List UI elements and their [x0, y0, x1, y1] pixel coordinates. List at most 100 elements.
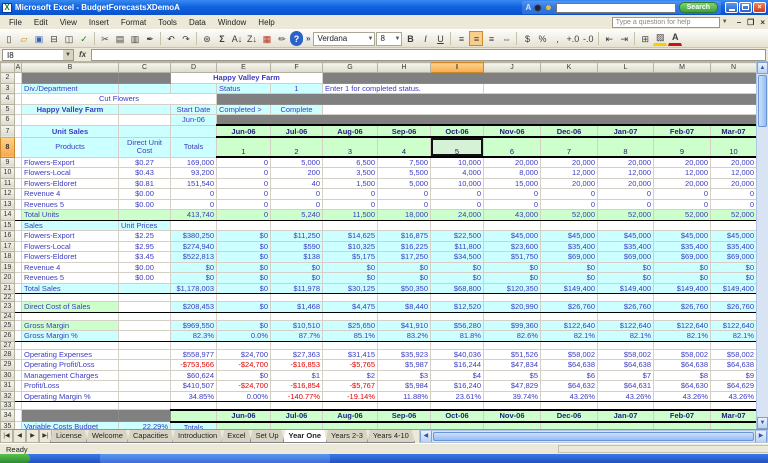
comma-icon[interactable]: , — [556, 34, 559, 44]
name-box[interactable]: I8 ▼ — [2, 48, 74, 61]
cell[interactable] — [322, 401, 378, 410]
cell[interactable]: 7,500 — [377, 157, 431, 168]
cell[interactable]: Sep-06 — [377, 408, 431, 423]
cell[interactable]: 43.26% — [597, 391, 654, 402]
cell[interactable]: 3,500 — [322, 167, 378, 179]
cell[interactable] — [270, 293, 323, 302]
cell[interactable]: 20,000 — [710, 157, 757, 168]
cell[interactable]: 12,000 — [653, 167, 711, 179]
help-icon[interactable]: ? — [290, 31, 303, 46]
cell[interactable]: Gross Margin % — [21, 330, 119, 342]
cell[interactable]: 0 — [322, 188, 378, 200]
cell[interactable] — [216, 114, 757, 126]
column-header-C[interactable]: C — [118, 62, 171, 73]
row-header-8[interactable]: 8 — [0, 136, 15, 158]
align-left-icon[interactable]: ≡ — [458, 34, 465, 44]
cell[interactable]: Start Date — [170, 104, 217, 115]
cell[interactable]: 3 — [322, 137, 378, 158]
cell[interactable] — [322, 104, 757, 115]
cell[interactable]: Totals — [170, 421, 217, 429]
cell[interactable]: 82.1% — [540, 330, 598, 342]
cell[interactable]: $26,760 — [540, 301, 598, 313]
cell[interactable]: $3 — [377, 370, 431, 381]
cell[interactable]: $122,640 — [597, 319, 654, 331]
row-header-18[interactable]: 18 — [0, 251, 15, 263]
cell[interactable]: 4 — [377, 137, 431, 158]
cell[interactable] — [170, 312, 217, 321]
cell[interactable]: 0 — [270, 199, 323, 210]
cell[interactable]: $47,834 — [483, 359, 541, 371]
cell[interactable]: 6,500 — [322, 157, 378, 168]
cell[interactable]: 20,000 — [653, 157, 711, 168]
cell[interactable]: 85.1% — [322, 330, 378, 342]
cut-icon[interactable]: ✂ — [101, 34, 109, 44]
cell[interactable] — [540, 312, 598, 321]
cell[interactable]: $11,978 — [270, 282, 323, 294]
cell[interactable] — [14, 421, 22, 429]
underline-icon[interactable]: U — [437, 34, 444, 44]
cell[interactable]: Variable Costs Budget — [21, 421, 119, 429]
cell[interactable]: 20,000 — [483, 157, 541, 168]
cell[interactable]: $64,638 — [540, 359, 598, 371]
cell[interactable]: $58,002 — [653, 348, 711, 360]
cell[interactable]: $17,250 — [377, 251, 431, 263]
cell[interactable] — [540, 220, 598, 231]
cell[interactable] — [216, 421, 271, 429]
save-icon[interactable]: ▣ — [34, 34, 44, 44]
cell[interactable]: $35,400 — [653, 241, 711, 252]
cell[interactable] — [540, 401, 598, 410]
cell[interactable]: $0 — [216, 370, 271, 381]
cell[interactable]: 4,000 — [430, 167, 484, 179]
cell[interactable]: 413,740 — [170, 209, 217, 221]
cell[interactable]: Cut Flowers — [21, 93, 217, 105]
cell[interactable] — [597, 293, 654, 302]
cell[interactable]: 0 — [540, 188, 598, 200]
workbook-restore-button[interactable]: ❒ — [747, 17, 755, 27]
cell[interactable]: Revenue 4 — [21, 188, 119, 200]
cell[interactable]: 20,000 — [597, 157, 654, 168]
fill-color-icon[interactable]: ▨ — [653, 31, 668, 46]
menu-data[interactable]: Data — [188, 17, 206, 27]
cell[interactable]: 0 — [377, 188, 431, 200]
cell[interactable]: 200 — [270, 167, 323, 179]
cell[interactable]: $149,400 — [597, 282, 654, 294]
sheet-tab-years-4-10[interactable]: Years 4-10 — [367, 430, 415, 443]
cell[interactable] — [170, 293, 217, 302]
row-header-10[interactable]: 10 — [0, 167, 15, 179]
cell[interactable]: 12,000 — [540, 167, 598, 179]
cell[interactable] — [14, 178, 22, 189]
cell[interactable] — [14, 93, 22, 105]
cell[interactable] — [710, 312, 757, 321]
cell[interactable]: 2 — [270, 137, 323, 158]
cell[interactable] — [377, 293, 431, 302]
cell[interactable]: Dec-06 — [540, 408, 598, 423]
cell[interactable]: $1,468 — [270, 301, 323, 313]
cell[interactable] — [21, 114, 119, 126]
cell[interactable] — [14, 72, 22, 84]
cell[interactable]: $4 — [430, 370, 484, 381]
cell[interactable] — [14, 83, 22, 94]
cell[interactable]: $11,250 — [270, 230, 323, 242]
cell[interactable]: 82.1% — [710, 330, 757, 342]
cell[interactable]: Jul-06 — [270, 124, 323, 138]
horizontal-scrollbar[interactable]: ◀ ▶ — [418, 430, 768, 443]
cell[interactable]: $969,550 — [170, 319, 217, 331]
row-header-20[interactable]: 20 — [0, 272, 15, 284]
cell[interactable] — [21, 312, 119, 321]
restore-button[interactable] — [739, 2, 752, 13]
cell[interactable]: Revenues 5 — [21, 272, 119, 284]
cell[interactable] — [118, 319, 171, 331]
cell[interactable] — [14, 125, 22, 138]
messenger-icon[interactable]: A — [525, 3, 532, 12]
cell[interactable] — [322, 293, 378, 302]
sheet-tab-license[interactable]: License — [50, 430, 88, 443]
cell[interactable] — [118, 301, 171, 313]
row-header-26[interactable]: 26 — [0, 330, 15, 342]
decrease-indent-icon[interactable]: ⇤ — [605, 34, 613, 44]
cell[interactable] — [118, 293, 171, 302]
cell[interactable]: $16,240 — [430, 380, 484, 392]
cell[interactable]: $0.43 — [118, 167, 171, 179]
cell[interactable]: $0 — [377, 272, 431, 284]
cell[interactable]: Mar-07 — [710, 408, 757, 423]
cell[interactable]: Jun-06 — [216, 124, 271, 138]
